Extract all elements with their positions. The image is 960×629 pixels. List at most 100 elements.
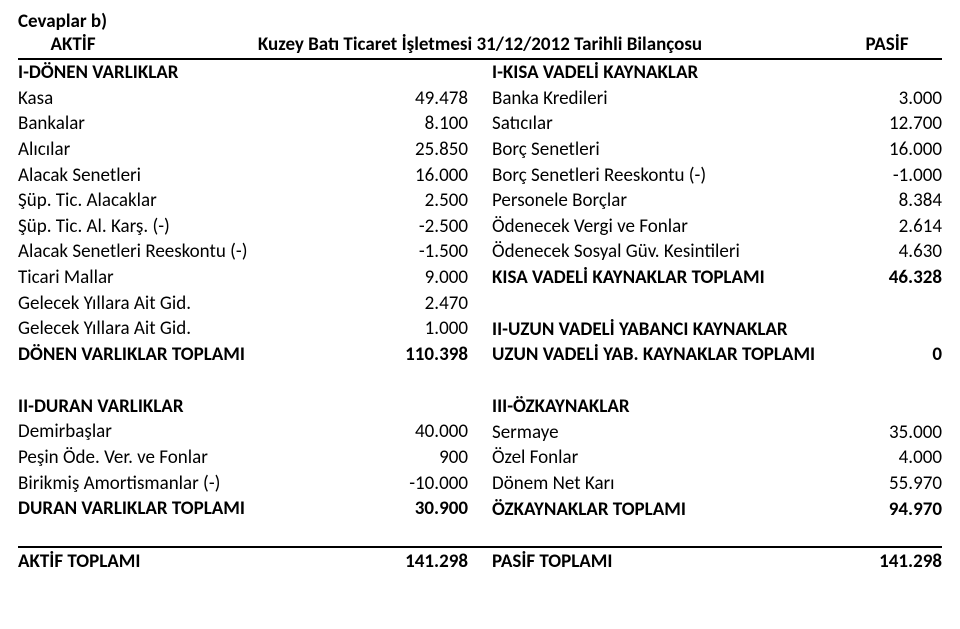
table-row: Personele Borçlar8.384	[492, 188, 942, 214]
spacer	[492, 368, 942, 394]
table-row: Dönem Net Karı55.970	[492, 471, 942, 497]
row-value: 9.000	[415, 265, 468, 291]
row-value: 4.000	[889, 445, 942, 471]
spacer	[492, 291, 942, 317]
row-label: Satıcılar	[492, 111, 879, 137]
pasif-column: I-KISA VADELİ KAYNAKLAR Banka Kredileri3…	[480, 60, 942, 522]
table-row: Peşin Öde. Ver. ve Fonlar900	[18, 445, 468, 471]
balance-header: AKTİF Kuzey Batı Ticaret İşletmesi 31/12…	[18, 33, 942, 60]
aktif-total2: DURAN VARLIKLAR TOPLAMI30.900	[18, 496, 468, 522]
table-row: Kasa49.478	[18, 86, 468, 112]
table-row: Şüp. Tic. Alacaklar2.500	[18, 188, 468, 214]
row-value: 2.500	[415, 188, 468, 214]
pasif-section3-title: III-ÖZKAYNAKLAR	[492, 394, 942, 420]
row-label: Ödenecek Sosyal Güv. Kesintileri	[492, 239, 889, 265]
table-row: Gelecek Yıllara Ait Gid.1.000	[18, 316, 468, 342]
footer-totals: AKTİF TOPLAMI 141.298 PASİF TOPLAMI 141.…	[18, 546, 942, 573]
total-label: DURAN VARLIKLAR TOPLAMI	[18, 496, 405, 522]
row-value: 55.970	[879, 471, 942, 497]
row-value: 3.000	[889, 86, 942, 112]
section-title: II-DURAN VARLIKLAR	[18, 394, 468, 420]
table-row: Demirbaşlar40.000	[18, 419, 468, 445]
row-value: 49.478	[405, 86, 468, 112]
row-value: 8.384	[889, 188, 942, 214]
row-label: Borç Senetleri	[492, 137, 879, 163]
total-value: 30.900	[405, 496, 468, 522]
row-label: Özel Fonlar	[492, 445, 889, 471]
table-row: Ödenecek Sosyal Güv. Kesintileri4.630	[492, 239, 942, 265]
header-pasif: PASİF	[832, 33, 942, 56]
row-value: 16.000	[405, 163, 468, 189]
row-label: Borç Senetleri Reeskontu (-)	[492, 163, 883, 189]
footer-value: 141.298	[405, 550, 468, 573]
pasif-total1: KISA VADELİ KAYNAKLAR TOPLAMI46.328	[492, 265, 942, 291]
total-value: 110.398	[395, 342, 468, 368]
row-label: Alacak Senetleri	[18, 163, 405, 189]
total-label: DÖNEN VARLIKLAR TOPLAMI	[18, 342, 395, 368]
row-value: 12.700	[879, 111, 942, 137]
aktif-section1-title: I-DÖNEN VARLIKLAR	[18, 60, 468, 86]
row-value: 8.100	[415, 111, 468, 137]
total-value: 94.970	[879, 497, 942, 523]
balance-columns: I-DÖNEN VARLIKLAR Kasa49.478 Bankalar8.1…	[18, 60, 942, 522]
section-title: III-ÖZKAYNAKLAR	[492, 394, 942, 420]
row-value: 900	[429, 445, 468, 471]
row-value: -10.000	[399, 471, 468, 497]
row-value: 40.000	[405, 419, 468, 445]
section-title: I-KISA VADELİ KAYNAKLAR	[492, 60, 942, 86]
table-row: Banka Kredileri3.000	[492, 86, 942, 112]
row-value: 4.630	[889, 239, 942, 265]
row-value: -1.000	[883, 163, 942, 189]
table-row: Birikmiş Amortismanlar (-)-10.000	[18, 471, 468, 497]
row-value: 2.614	[889, 214, 942, 240]
row-label: Dönem Net Karı	[492, 471, 879, 497]
header-title: Kuzey Batı Ticaret İşletmesi 31/12/2012 …	[128, 33, 832, 56]
table-row: Sermaye35.000	[492, 420, 942, 446]
row-value: -1.500	[409, 239, 468, 265]
row-label: Kasa	[18, 86, 405, 112]
row-label: Ödenecek Vergi ve Fonlar	[492, 214, 889, 240]
row-label: Alacak Senetleri Reeskontu (-)	[18, 239, 409, 265]
aktif-total1: DÖNEN VARLIKLAR TOPLAMI110.398	[18, 342, 468, 368]
table-row: Ticari Mallar9.000	[18, 265, 468, 291]
row-label: Sermaye	[492, 420, 879, 446]
row-label: Peşin Öde. Ver. ve Fonlar	[18, 445, 429, 471]
table-row: Gelecek Yıllara Ait Gid.2.470	[18, 291, 468, 317]
row-label: Gelecek Yıllara Ait Gid.	[18, 291, 415, 317]
row-value: 16.000	[879, 137, 942, 163]
total-label: ÖZKAYNAKLAR TOPLAMI	[492, 497, 879, 523]
footer-value: 141.298	[879, 550, 942, 573]
spacer	[18, 368, 468, 394]
row-value: 2.470	[415, 291, 468, 317]
row-label: Şüp. Tic. Alacaklar	[18, 188, 415, 214]
table-row: Borç Senetleri16.000	[492, 137, 942, 163]
total-value: 46.328	[879, 265, 942, 291]
table-row: Özel Fonlar4.000	[492, 445, 942, 471]
pasif-total2: UZUN VADELİ YAB. KAYNAKLAR TOPLAMI0	[492, 342, 942, 368]
row-label: Ticari Mallar	[18, 265, 415, 291]
total-label: UZUN VADELİ YAB. KAYNAKLAR TOPLAMI	[492, 342, 922, 368]
footer-label: PASİF TOPLAMI	[492, 550, 612, 573]
table-row: Borç Senetleri Reeskontu (-)-1.000	[492, 163, 942, 189]
total-label: KISA VADELİ KAYNAKLAR TOPLAMI	[492, 265, 879, 291]
aktif-grand-total: AKTİF TOPLAMI 141.298	[18, 546, 480, 573]
table-row: Şüp. Tic. Al. Karş. (-)-2.500	[18, 214, 468, 240]
pasif-grand-total: PASİF TOPLAMI 141.298	[480, 546, 942, 573]
row-label: Banka Kredileri	[492, 86, 889, 112]
row-label: Alıcılar	[18, 137, 405, 163]
table-row: Bankalar8.100	[18, 111, 468, 137]
row-label: Demirbaşlar	[18, 419, 405, 445]
row-label: Personele Borçlar	[492, 188, 889, 214]
row-label: Bankalar	[18, 111, 415, 137]
doc-title: Cevaplar b)	[18, 10, 942, 33]
row-value: 25.850	[405, 137, 468, 163]
pasif-section1-title: I-KISA VADELİ KAYNAKLAR	[492, 60, 942, 86]
total-value: 0	[922, 342, 942, 368]
footer-label: AKTİF TOPLAMI	[18, 550, 140, 573]
table-row: Alacak Senetleri Reeskontu (-)-1.500	[18, 239, 468, 265]
row-label: Şüp. Tic. Al. Karş. (-)	[18, 214, 409, 240]
aktif-column: I-DÖNEN VARLIKLAR Kasa49.478 Bankalar8.1…	[18, 60, 480, 522]
section-title: II-UZUN VADELİ YABANCI KAYNAKLAR	[492, 317, 942, 343]
section-title: I-DÖNEN VARLIKLAR	[18, 60, 468, 86]
row-value: 1.000	[415, 316, 468, 342]
